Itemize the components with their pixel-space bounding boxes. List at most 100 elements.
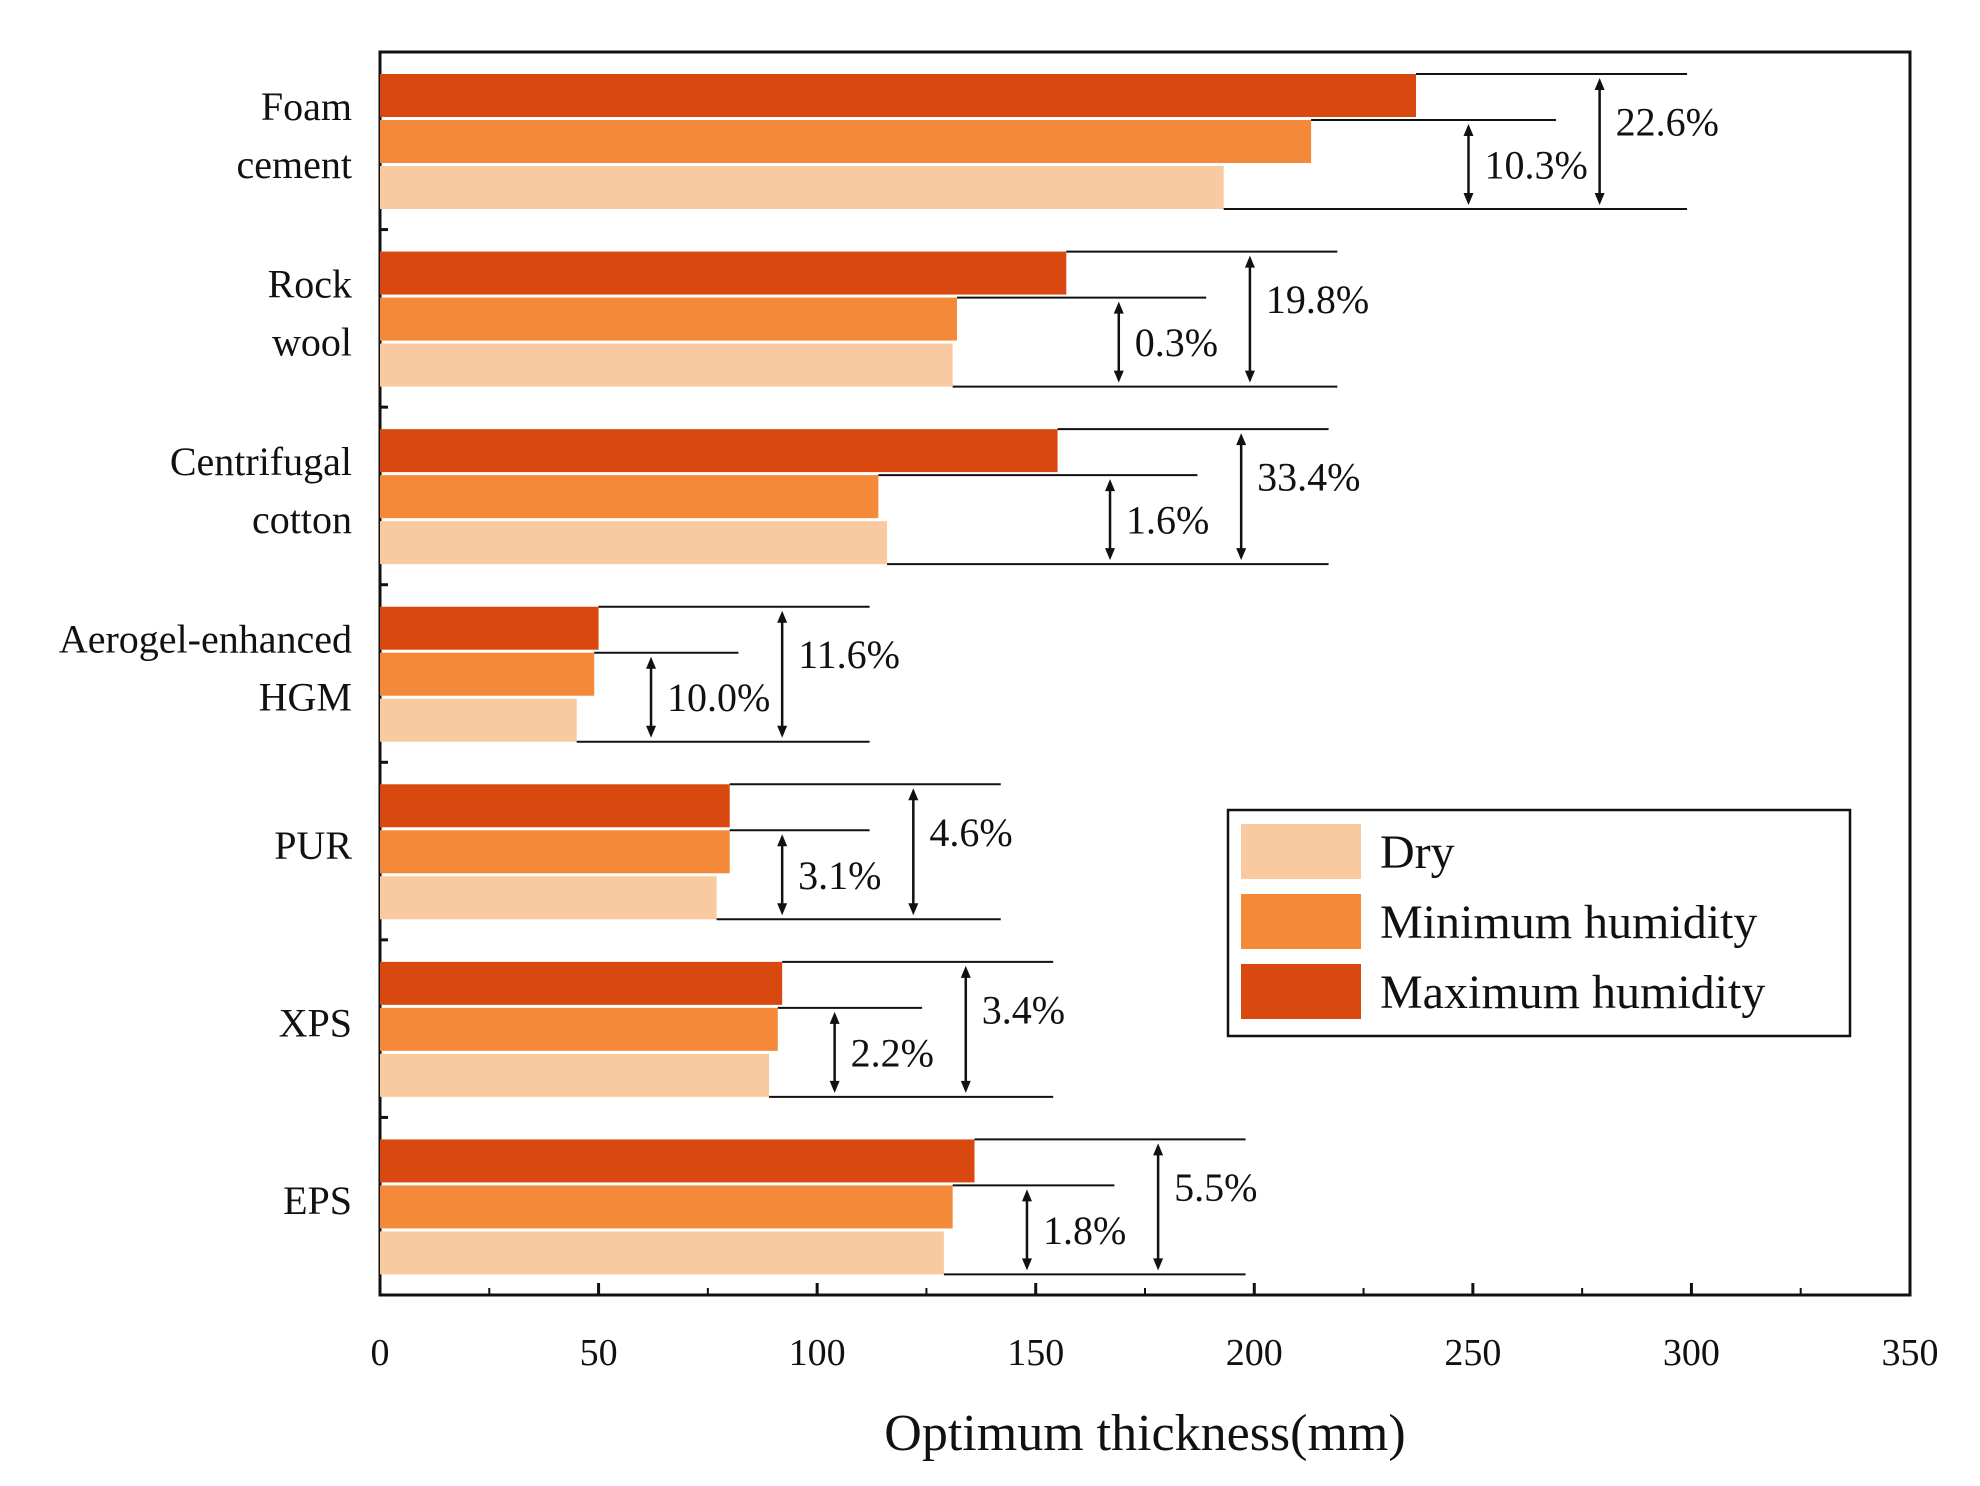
category-label: EPS [283, 1178, 352, 1223]
arrow-min-humidity-head-down [777, 903, 788, 916]
bar-maximum-humidity [380, 1139, 975, 1183]
arrow-min-humidity-head-down [1463, 193, 1474, 205]
legend-label: Minimum humidity [1380, 896, 1757, 949]
x-tick-label: 200 [1226, 1332, 1283, 1374]
arrow-min-humidity-head-up [1021, 1189, 1032, 1202]
arrow-min-humidity-head-down [829, 1080, 840, 1093]
legend-label: Maximum humidity [1380, 966, 1765, 1019]
max-humidity-change-label: 19.8% [1266, 277, 1369, 322]
min-humidity-change-label: 10.3% [1484, 143, 1587, 188]
x-tick-label: 150 [1007, 1332, 1064, 1374]
category-label: Aerogel-enhanced [59, 617, 352, 662]
arrow-max-humidity-head-up [1153, 1143, 1164, 1156]
bar-maximum-humidity [380, 606, 599, 650]
category-label: XPS [279, 1001, 352, 1046]
min-humidity-change-label: 1.8% [1043, 1208, 1126, 1253]
min-humidity-change-label: 0.3% [1135, 320, 1218, 365]
bar-minimum-humidity [380, 1007, 778, 1051]
arrow-min-humidity-head-up [1463, 124, 1474, 136]
arrow-min-humidity-head-up [1105, 479, 1116, 492]
category-label: Centrifugal [170, 439, 352, 484]
category-label: cotton [252, 497, 352, 542]
arrow-max-humidity-head-up [1236, 433, 1247, 446]
x-tick-label: 300 [1663, 1332, 1720, 1374]
x-tick-label: 100 [789, 1332, 846, 1374]
category-label: PUR [274, 823, 352, 868]
arrow-max-humidity-head-down [1236, 548, 1247, 561]
max-humidity-change-label: 11.6% [798, 632, 900, 677]
arrow-max-humidity-head-down [908, 903, 919, 916]
x-tick-label: 250 [1444, 1332, 1501, 1374]
legend-label: Dry [1380, 826, 1455, 879]
arrow-max-humidity-head-down [1244, 370, 1255, 383]
x-tick-label: 50 [580, 1332, 618, 1374]
category-group: 10.0% 11.6% [380, 605, 900, 743]
plot-frame [378, 50, 1912, 1297]
category-group: 10.3% 22.6% [380, 73, 1719, 210]
arrow-min-humidity-head-down [1113, 370, 1124, 383]
category-group: 2.2% 3.4% [380, 960, 1065, 1098]
bar-minimum-humidity [380, 1185, 953, 1229]
arrow-max-humidity-head-up [908, 788, 919, 801]
max-humidity-change-label: 3.4% [982, 987, 1065, 1032]
bar-minimum-humidity [380, 297, 958, 341]
category-label: Rock [268, 261, 352, 306]
min-humidity-change-label: 1.6% [1126, 498, 1209, 543]
bar-dry [380, 876, 717, 920]
arrow-max-humidity-head-down [960, 1080, 971, 1093]
x-tick-label: 0 [371, 1332, 390, 1374]
max-humidity-change-label: 22.6% [1616, 100, 1719, 145]
arrow-max-humidity-head-up [1244, 255, 1255, 268]
bar-maximum-humidity [380, 251, 1067, 295]
min-humidity-change-label: 3.1% [798, 853, 881, 898]
category-label: HGM [259, 675, 352, 720]
arrow-min-humidity-head-up [646, 656, 657, 669]
bar-minimum-humidity [380, 830, 730, 874]
bar-maximum-humidity [380, 429, 1058, 473]
legend-swatch [1241, 894, 1361, 949]
min-humidity-change-label: 2.2% [851, 1030, 934, 1075]
arrow-min-humidity-head-down [1021, 1258, 1032, 1271]
max-humidity-change-label: 5.5% [1174, 1165, 1257, 1210]
category-group: 1.6% 33.4% [380, 428, 1360, 566]
category-label: cement [237, 142, 353, 187]
category-label: Foam [261, 84, 352, 129]
bar-maximum-humidity [380, 784, 730, 828]
arrow-min-humidity-head-up [829, 1011, 840, 1024]
arrow-max-humidity-head-up [1594, 78, 1605, 90]
max-humidity-change-label: 4.6% [929, 810, 1012, 855]
bar-dry [380, 166, 1224, 209]
bar-minimum-humidity [380, 652, 595, 696]
arrow-min-humidity-head-up [777, 834, 788, 847]
arrow-min-humidity-head-up [1113, 301, 1124, 314]
bar-maximum-humidity [380, 74, 1417, 117]
bar-dry [380, 521, 888, 565]
arrow-max-humidity-head-up [777, 610, 788, 623]
legend-swatch [1241, 964, 1361, 1019]
legend-swatch [1241, 824, 1361, 879]
min-humidity-change-label: 10.0% [667, 675, 770, 720]
bar-maximum-humidity [380, 961, 783, 1005]
bar-minimum-humidity [380, 120, 1312, 163]
arrow-max-humidity-head-down [1594, 193, 1605, 205]
x-axis-title: Optimum thickness(mm) [884, 1405, 1405, 1462]
legend: Dry Minimum humidity Maximum humidity [1226, 808, 1852, 1038]
bar-minimum-humidity [380, 475, 879, 519]
arrow-max-humidity-head-down [1153, 1258, 1164, 1271]
bar-dry [380, 698, 577, 742]
arrow-min-humidity-head-down [646, 725, 657, 738]
max-humidity-change-label: 33.4% [1257, 455, 1360, 500]
arrow-max-humidity-head-up [960, 965, 971, 978]
arrow-min-humidity-head-down [1105, 548, 1116, 561]
category-group: 3.1% 4.6% [380, 783, 1013, 921]
bar-dry [380, 1231, 944, 1275]
x-tick-label: 350 [1882, 1332, 1939, 1374]
category-label: wool [272, 319, 352, 364]
bar-dry [380, 343, 953, 387]
category-group: 0.3% 19.8% [380, 250, 1369, 388]
category-group: 1.8% 5.5% [380, 1138, 1257, 1276]
arrow-max-humidity-head-down [777, 725, 788, 738]
bar-dry [380, 1053, 770, 1097]
